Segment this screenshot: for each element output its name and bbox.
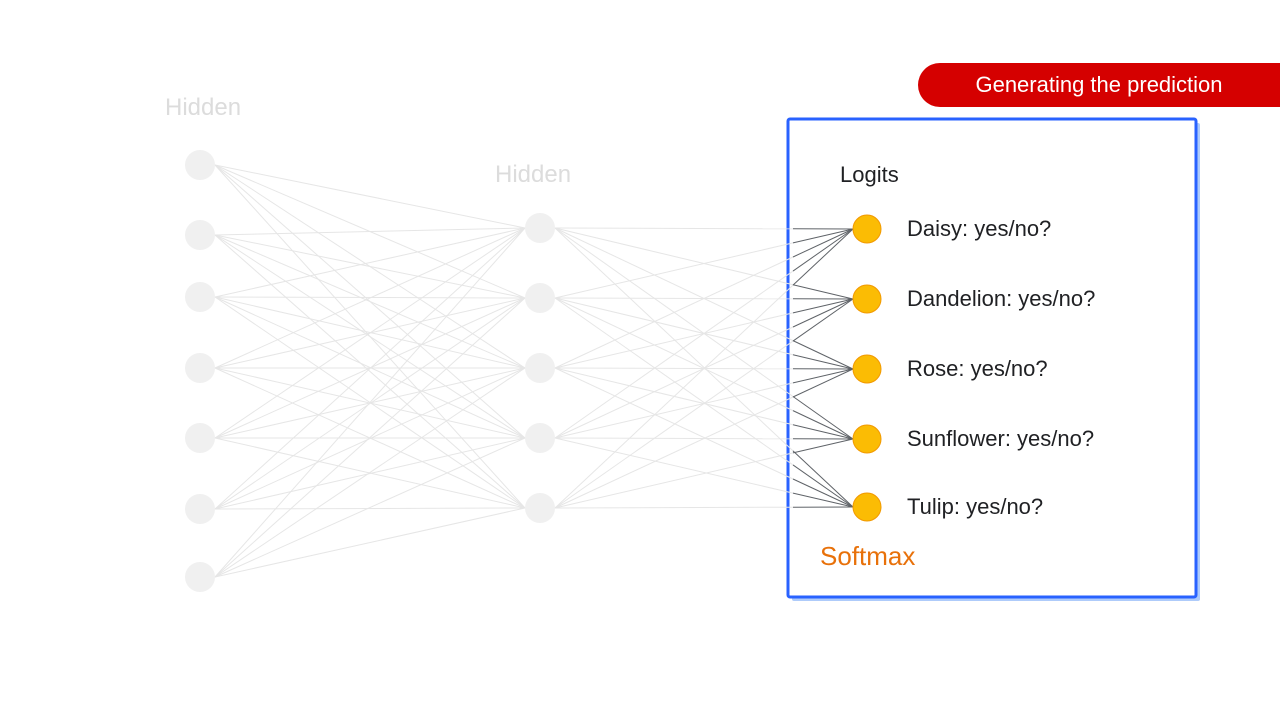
hidden1-node [185,282,215,312]
logit-node [853,493,881,521]
logit-label: Dandelion: yes/no? [907,286,1095,311]
logit-label: Daisy: yes/no? [907,216,1051,241]
hidden2-node [525,493,555,523]
title-badge-text: Generating the prediction [975,72,1222,98]
hidden2-node [525,353,555,383]
logit-label: Tulip: yes/no? [907,494,1043,519]
hidden2-label: Hidden [495,161,571,188]
hidden1-node [185,150,215,180]
hidden1-node [185,494,215,524]
hidden1-node [185,353,215,383]
logit-label: Rose: yes/no? [907,356,1048,381]
logit-label: Sunflower: yes/no? [907,426,1094,451]
hidden2-node [525,423,555,453]
hidden1-node [185,562,215,592]
logit-node [853,215,881,243]
hidden1-node [185,423,215,453]
logit-node [853,355,881,383]
logit-node [853,285,881,313]
hidden1-label: Hidden [165,94,241,121]
diagram-canvas: Daisy: yes/no? Dandelion: yes/no? Rose: ye… [0,0,1280,720]
logit-node [853,425,881,453]
hidden1-node [185,220,215,250]
title-badge: Generating the prediction [918,63,1280,107]
hidden2-node [525,213,555,243]
logits-label: Logits [840,162,899,187]
hidden2-node [525,283,555,313]
softmax-label: Softmax [820,541,915,571]
